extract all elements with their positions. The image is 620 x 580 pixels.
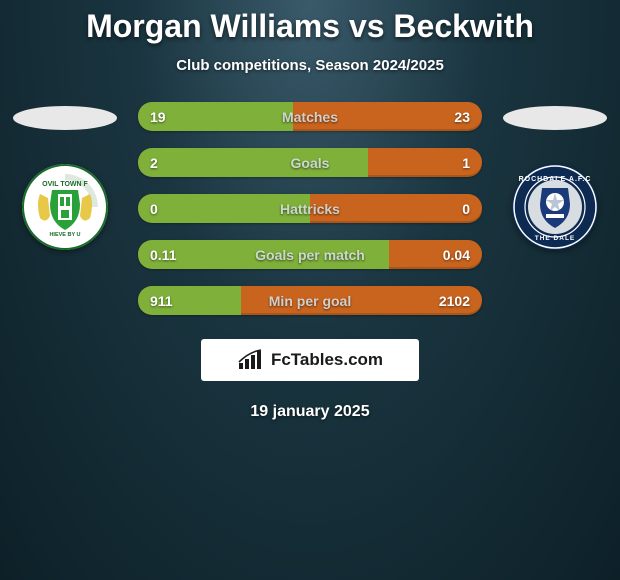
stat-bar-hattricks: 0 Hattricks 0 [138,194,482,223]
svg-text:THE DALE: THE DALE [535,235,576,242]
bar-label: Goals [291,155,330,171]
right-side: ROCHDALE A.F.C THE DALE [500,102,610,250]
bar-label: Matches [282,109,338,125]
bar-label: Goals per match [255,247,365,263]
yeovil-crest-icon: OVIL TOWN F HIEVE BY U [22,164,108,250]
bar-value-right: 23 [454,109,470,125]
bar-fill-left [138,148,368,177]
bar-value-left: 0.11 [150,247,176,263]
left-name-oval [13,106,117,130]
stat-bar-matches: 19 Matches 23 [138,102,482,131]
subtitle: Club competitions, Season 2024/2025 [0,57,620,74]
bar-value-right: 2102 [439,293,470,309]
svg-text:OVIL TOWN F: OVIL TOWN F [42,181,88,188]
stat-bars: 19 Matches 23 2 Goals 1 0 Hattricks 0 0.… [138,102,482,315]
bar-value-left: 19 [150,109,166,125]
brand-logo[interactable]: FcTables.com [201,339,419,381]
bar-chart-icon [237,349,265,371]
bar-label: Min per goal [269,293,351,309]
rochdale-crest-icon: ROCHDALE A.F.C THE DALE [512,164,598,250]
left-club-crest: OVIL TOWN F HIEVE BY U [22,164,108,250]
page-title: Morgan Williams vs Beckwith [0,8,620,45]
bar-value-right: 1 [462,155,470,171]
right-club-crest: ROCHDALE A.F.C THE DALE [512,164,598,250]
bar-value-right: 0.04 [443,247,470,263]
svg-text:HIEVE BY U: HIEVE BY U [49,232,80,238]
left-side: OVIL TOWN F HIEVE BY U [10,102,120,250]
bar-value-left: 911 [150,293,173,309]
main-row: OVIL TOWN F HIEVE BY U 19 Matches 23 [0,102,620,315]
bar-value-left: 2 [150,155,158,171]
bar-label: Hattricks [280,201,340,217]
date-label: 19 january 2025 [0,403,620,421]
stat-bar-goals-per-match: 0.11 Goals per match 0.04 [138,240,482,269]
right-name-oval [503,106,607,130]
comparison-card: Morgan Williams vs Beckwith Club competi… [0,0,620,421]
stat-bar-goals: 2 Goals 1 [138,148,482,177]
bar-value-left: 0 [150,201,158,217]
brand-text: FcTables.com [271,350,383,370]
bar-value-right: 0 [462,201,470,217]
stat-bar-min-per-goal: 911 Min per goal 2102 [138,286,482,315]
